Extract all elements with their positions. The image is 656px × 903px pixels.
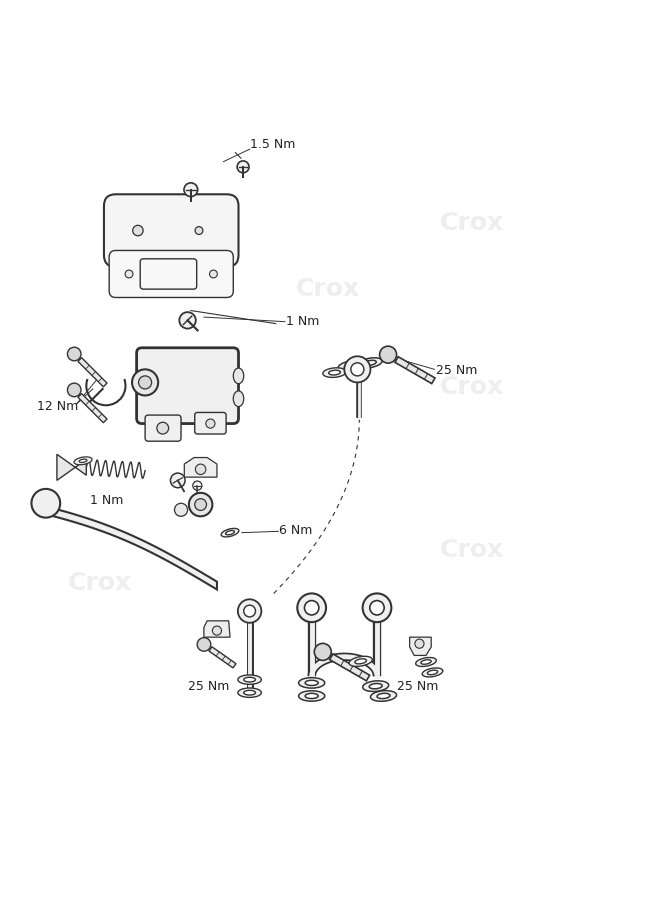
Ellipse shape xyxy=(238,688,261,698)
Circle shape xyxy=(133,226,143,237)
Text: 1 Nm: 1 Nm xyxy=(90,494,123,507)
Ellipse shape xyxy=(369,684,382,689)
Circle shape xyxy=(184,183,197,198)
Ellipse shape xyxy=(238,675,261,684)
Circle shape xyxy=(31,489,60,518)
Circle shape xyxy=(237,162,249,173)
Ellipse shape xyxy=(363,681,389,692)
Polygon shape xyxy=(329,654,370,681)
Circle shape xyxy=(304,600,319,615)
Circle shape xyxy=(195,499,207,511)
Circle shape xyxy=(179,312,195,330)
Circle shape xyxy=(195,228,203,235)
Ellipse shape xyxy=(79,460,87,463)
Ellipse shape xyxy=(422,668,443,677)
Circle shape xyxy=(195,464,206,475)
Ellipse shape xyxy=(221,529,239,537)
Circle shape xyxy=(415,639,424,648)
Circle shape xyxy=(344,357,371,383)
Polygon shape xyxy=(209,647,236,668)
FancyBboxPatch shape xyxy=(109,251,234,298)
Ellipse shape xyxy=(298,691,325,702)
Text: 6 Nm: 6 Nm xyxy=(279,524,312,536)
Text: 1 Nm: 1 Nm xyxy=(285,314,319,327)
Ellipse shape xyxy=(344,364,358,369)
Ellipse shape xyxy=(349,656,372,666)
Circle shape xyxy=(197,638,211,651)
Ellipse shape xyxy=(427,670,438,675)
Ellipse shape xyxy=(226,531,234,535)
Circle shape xyxy=(157,423,169,434)
Circle shape xyxy=(132,370,158,396)
Ellipse shape xyxy=(416,657,436,666)
FancyBboxPatch shape xyxy=(136,349,239,424)
FancyBboxPatch shape xyxy=(104,195,239,267)
Circle shape xyxy=(209,271,217,279)
Circle shape xyxy=(213,627,222,636)
Text: Crox: Crox xyxy=(440,374,504,398)
Circle shape xyxy=(189,493,213,517)
Circle shape xyxy=(174,504,188,517)
Ellipse shape xyxy=(329,371,340,376)
Circle shape xyxy=(138,377,152,389)
Ellipse shape xyxy=(323,368,346,378)
Ellipse shape xyxy=(234,392,244,407)
Circle shape xyxy=(314,644,331,661)
Ellipse shape xyxy=(365,361,377,366)
Circle shape xyxy=(244,606,255,618)
Ellipse shape xyxy=(305,681,318,685)
Text: 1.5 Nm: 1.5 Nm xyxy=(250,138,295,151)
Polygon shape xyxy=(34,504,217,590)
Ellipse shape xyxy=(338,361,364,372)
Polygon shape xyxy=(395,358,435,384)
Polygon shape xyxy=(57,455,87,481)
Ellipse shape xyxy=(355,659,367,664)
Ellipse shape xyxy=(371,691,396,702)
Ellipse shape xyxy=(377,694,390,699)
Ellipse shape xyxy=(421,660,431,665)
Ellipse shape xyxy=(298,678,325,688)
Text: 25 Nm: 25 Nm xyxy=(436,363,477,377)
Polygon shape xyxy=(78,358,107,387)
Polygon shape xyxy=(204,621,230,638)
FancyBboxPatch shape xyxy=(195,413,226,434)
Text: 25 Nm: 25 Nm xyxy=(188,680,229,693)
Circle shape xyxy=(297,594,326,622)
Ellipse shape xyxy=(234,368,244,385)
Polygon shape xyxy=(184,458,217,478)
Circle shape xyxy=(193,481,202,490)
Circle shape xyxy=(380,347,397,364)
Circle shape xyxy=(370,600,384,615)
Ellipse shape xyxy=(74,457,92,465)
Circle shape xyxy=(238,600,261,623)
Circle shape xyxy=(351,363,364,377)
Ellipse shape xyxy=(359,358,382,368)
Polygon shape xyxy=(409,638,431,656)
Text: 12 Nm: 12 Nm xyxy=(37,399,79,412)
Circle shape xyxy=(171,473,185,489)
Ellipse shape xyxy=(244,691,255,695)
Ellipse shape xyxy=(305,694,318,699)
Text: Crox: Crox xyxy=(296,276,360,301)
Circle shape xyxy=(125,271,133,279)
Ellipse shape xyxy=(244,677,255,683)
Text: Crox: Crox xyxy=(440,211,504,235)
Text: 25 Nm: 25 Nm xyxy=(397,680,438,693)
FancyBboxPatch shape xyxy=(145,415,181,442)
Text: Crox: Crox xyxy=(440,537,504,562)
Text: Crox: Crox xyxy=(68,570,131,594)
Circle shape xyxy=(68,384,81,397)
Polygon shape xyxy=(78,395,107,424)
Circle shape xyxy=(68,348,81,361)
Circle shape xyxy=(363,594,392,622)
Circle shape xyxy=(206,420,215,429)
